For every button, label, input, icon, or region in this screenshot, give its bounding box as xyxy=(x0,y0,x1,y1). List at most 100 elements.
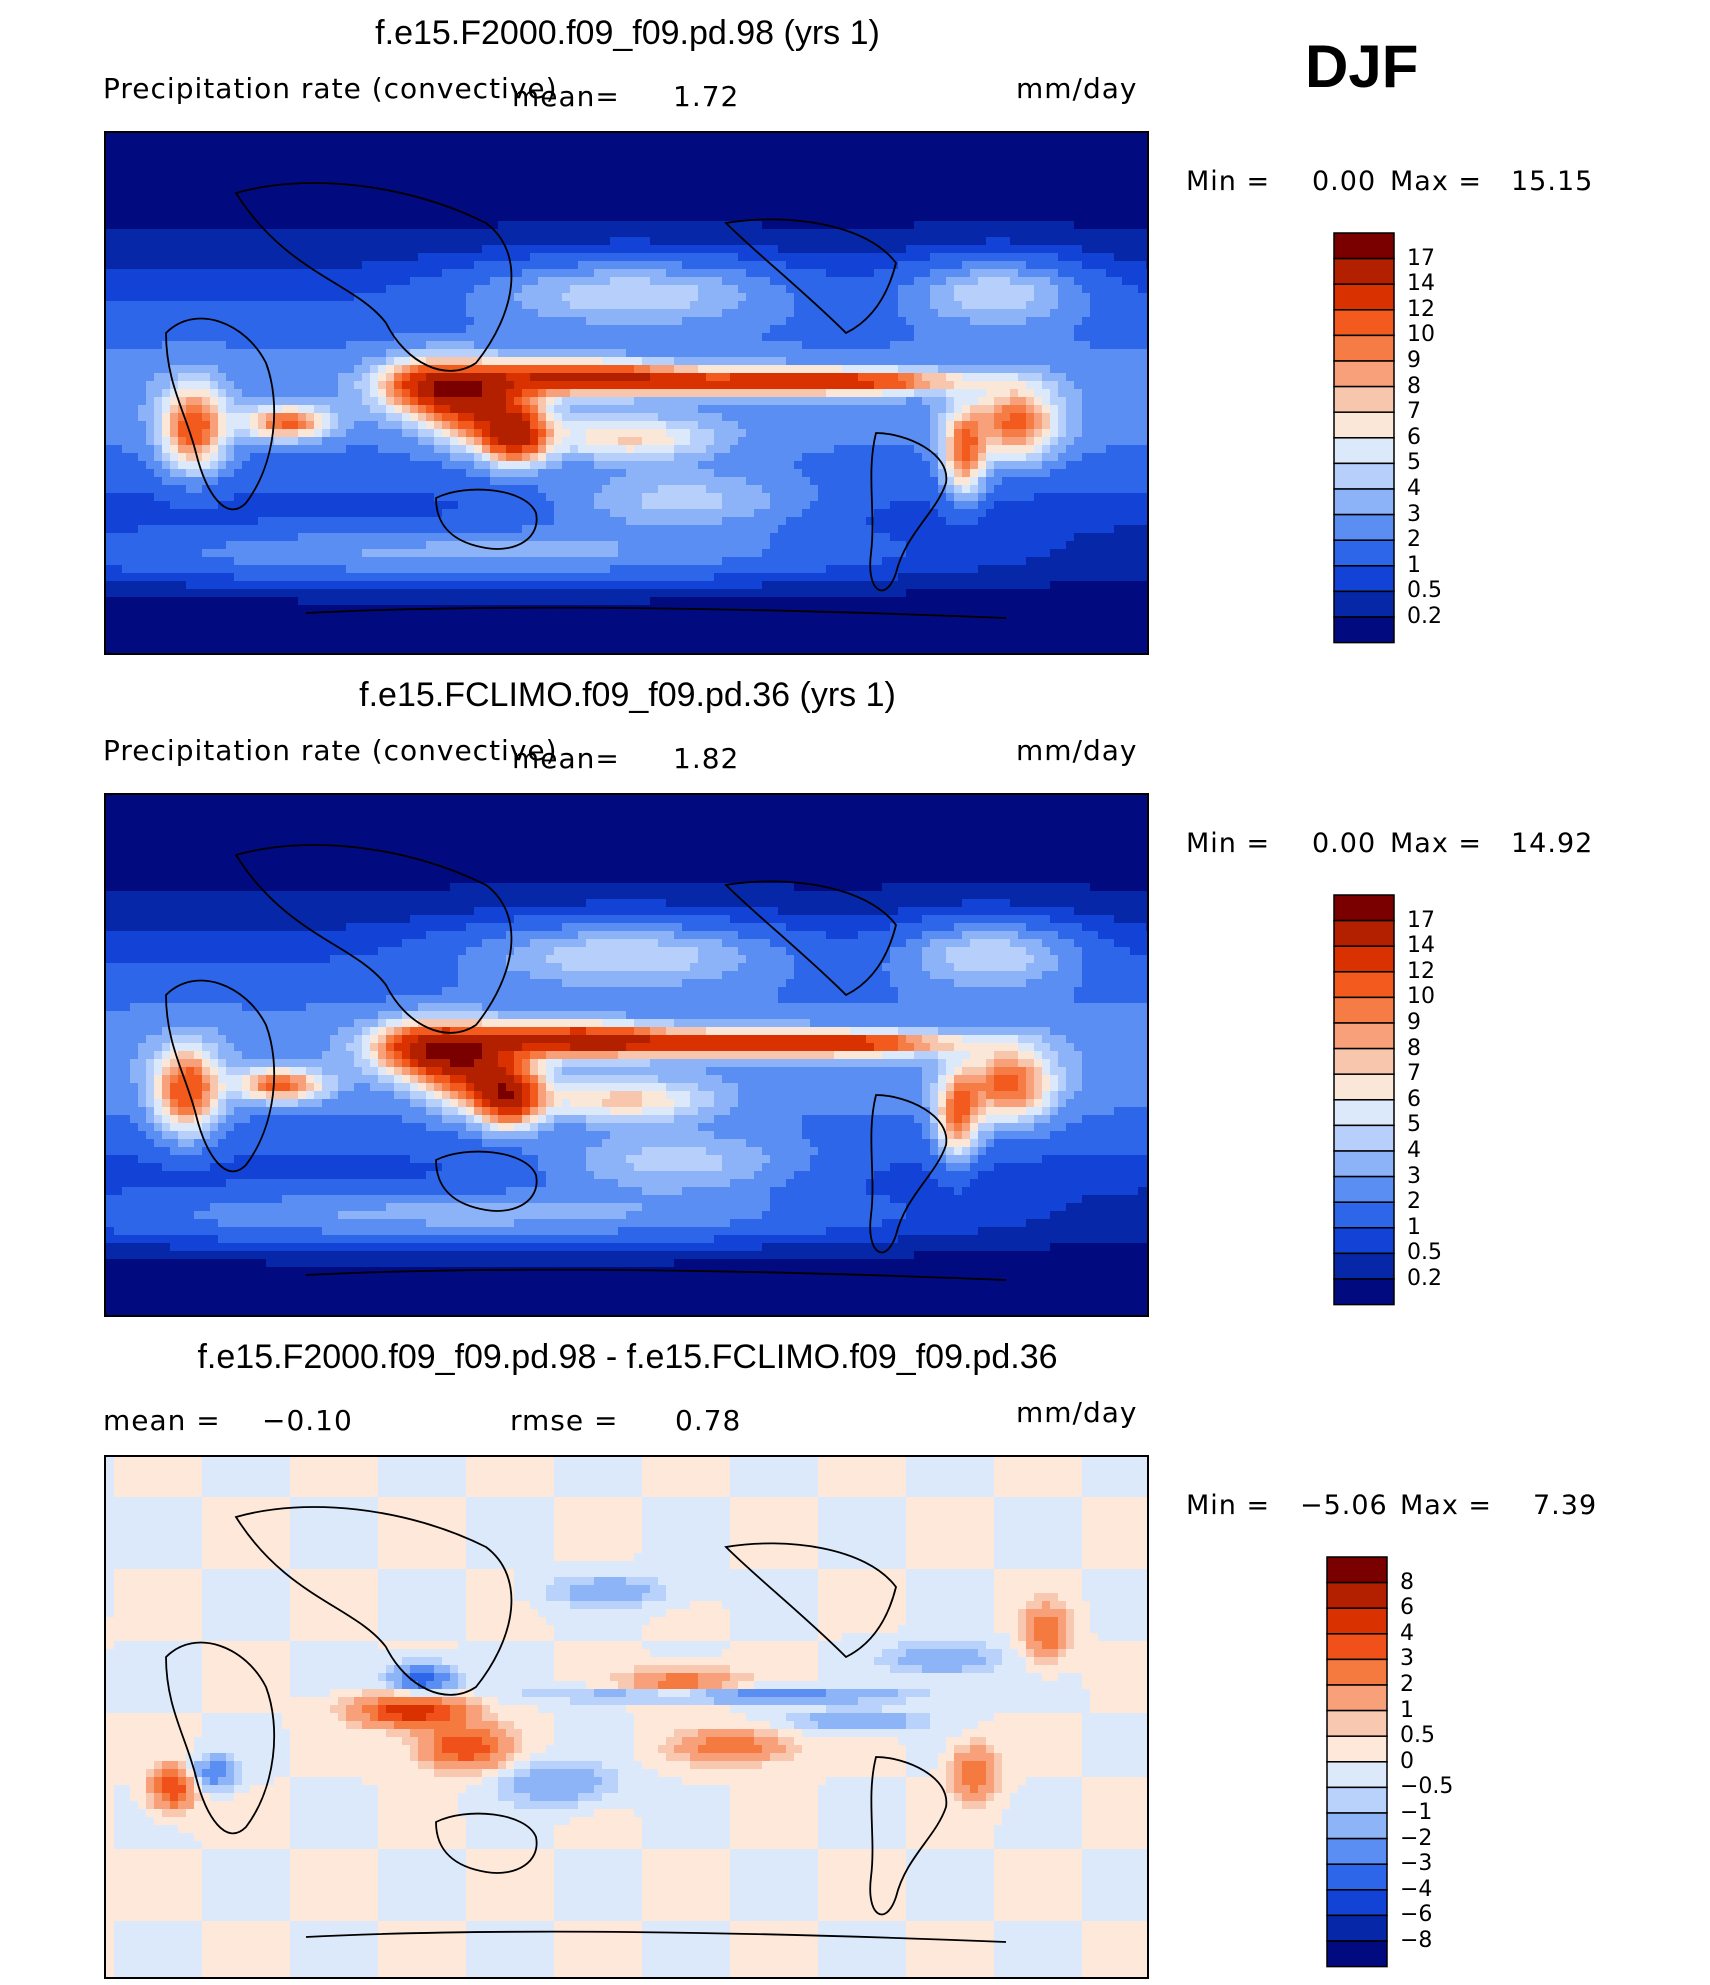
colorbar-tick-label: 3 xyxy=(1407,502,1421,527)
coastline xyxy=(869,1756,948,1916)
colorbar-swatch xyxy=(1333,1201,1395,1229)
colorbar-swatch xyxy=(1333,1150,1395,1178)
panel-2-variable: Precipitation rate (convective) xyxy=(103,734,558,767)
panel-2-mean-value: 1.82 xyxy=(673,742,739,775)
coastline xyxy=(435,488,538,550)
colorbar-tick-label: 12 xyxy=(1407,297,1435,322)
colorbar-tick-label: 7 xyxy=(1407,1061,1421,1086)
panel-2-title: f.e15.FCLIMO.f09_f09.pd.36 (yrs 1) xyxy=(0,676,1255,715)
colorbar-swatch xyxy=(1326,1658,1388,1686)
colorbar-swatch xyxy=(1326,1889,1388,1917)
season-label: DJF xyxy=(1305,32,1418,101)
colorbar-swatch xyxy=(1333,1022,1395,1050)
colorbar-tick-label: 9 xyxy=(1407,348,1421,373)
panel-1-variable: Precipitation rate (convective) xyxy=(103,72,558,105)
colorbar-tick-label: −1 xyxy=(1400,1800,1432,1825)
colorbar-tick-label: 2 xyxy=(1407,1189,1421,1214)
colorbar-tick-label: 6 xyxy=(1407,1087,1421,1112)
coastline xyxy=(305,1930,1007,1943)
colorbar-tick-label: 0 xyxy=(1400,1749,1414,1774)
panel-1-map xyxy=(104,131,1149,655)
colorbar-swatch xyxy=(1326,1735,1388,1763)
colorbar-swatch xyxy=(1333,411,1395,439)
panel-1-mean-value: 1.72 xyxy=(673,80,739,113)
panel-3-units: mm/day xyxy=(1016,1396,1138,1429)
panel-1-title: f.e15.F2000.f09_f09.pd.98 (yrs 1) xyxy=(0,14,1255,53)
panel-1-colorbar: 17 14 12 10 9 8 7 6 5 4 3 2 1 0.5 0.2 xyxy=(1333,232,1442,649)
coastline xyxy=(234,844,513,1034)
colorbar-tick-label: 6 xyxy=(1407,425,1421,450)
panel-3-mean-value: −0.10 xyxy=(262,1404,353,1437)
colorbar-tick-label: −6 xyxy=(1400,1902,1432,1927)
colorbar-tick-label: 5 xyxy=(1407,1112,1421,1137)
panel-3-contour-field xyxy=(106,1457,1147,1977)
colorbar-swatch xyxy=(1333,539,1395,567)
colorbar-swatch xyxy=(1333,971,1395,999)
colorbar-swatch xyxy=(1326,1556,1388,1584)
colorbar-tick-label: 4 xyxy=(1407,1138,1421,1163)
coastline xyxy=(724,880,897,997)
colorbar-tick-label: 0.5 xyxy=(1400,1723,1435,1748)
colorbar-tick-label: 0.5 xyxy=(1407,578,1442,603)
colorbar-tick-label: 2 xyxy=(1400,1672,1414,1697)
colorbar-swatch xyxy=(1333,1124,1395,1152)
panel-3-max-value: 7.39 xyxy=(1533,1490,1597,1521)
coastline xyxy=(305,1268,1007,1281)
coastline xyxy=(234,182,513,372)
colorbar-tick-label: 17 xyxy=(1407,908,1435,933)
coastline xyxy=(869,1094,948,1254)
colorbar-swatch xyxy=(1326,1812,1388,1840)
colorbar-tick-label: 9 xyxy=(1407,1010,1421,1035)
colorbar-tick-label: 10 xyxy=(1407,322,1435,347)
panel-2-map xyxy=(104,793,1149,1317)
colorbar-tick-label: 4 xyxy=(1407,476,1421,501)
colorbar-tick-label: 8 xyxy=(1400,1570,1414,1595)
panel-2-mean-label: mean= xyxy=(512,742,620,775)
colorbar-swatch xyxy=(1333,590,1395,618)
colorbar-tick-label: 1 xyxy=(1407,1215,1421,1240)
colorbar-swatch xyxy=(1326,1863,1388,1891)
colorbar-swatches xyxy=(1326,1556,1388,1968)
colorbar-swatch xyxy=(1326,1709,1388,1737)
colorbar-tick-label: 7 xyxy=(1407,399,1421,424)
colorbar-tick-label: 3 xyxy=(1407,1164,1421,1189)
colorbar-swatch xyxy=(1333,385,1395,413)
coastline xyxy=(234,1506,513,1696)
panel-3-min-value: −5.06 xyxy=(1300,1490,1388,1521)
colorbar-swatch xyxy=(1326,1581,1388,1609)
colorbar-tick-label: 0.5 xyxy=(1407,1240,1442,1265)
colorbar-swatch xyxy=(1333,945,1395,973)
colorbar-tick-label: 0.2 xyxy=(1407,1266,1442,1291)
panel-2-min-value: 0.00 xyxy=(1312,828,1376,859)
colorbar-tick-label: 2 xyxy=(1407,527,1421,552)
panel-1-min-value: 0.00 xyxy=(1312,166,1376,197)
coastline xyxy=(869,432,948,592)
colorbar-swatch xyxy=(1333,488,1395,516)
colorbar-tick-label: 17 xyxy=(1407,246,1435,271)
panel-2-colorbar: 17 14 12 10 9 8 7 6 5 4 3 2 1 0.5 0.2 xyxy=(1333,894,1442,1311)
colorbar-swatch xyxy=(1326,1607,1388,1635)
colorbar-tick-label: 0.2 xyxy=(1407,604,1442,629)
coastline xyxy=(435,1812,538,1874)
colorbar-tick-label: 1 xyxy=(1400,1698,1414,1723)
coastline xyxy=(165,317,276,511)
colorbar-swatch xyxy=(1333,616,1395,644)
panel-1-max-label: Max = xyxy=(1390,166,1482,197)
colorbar-swatch xyxy=(1333,513,1395,541)
colorbar-tick-label: −4 xyxy=(1400,1877,1432,1902)
panel-3-rmse-value: 0.78 xyxy=(675,1404,741,1437)
colorbar-tick-label: 10 xyxy=(1407,984,1435,1009)
colorbar-swatch xyxy=(1326,1940,1388,1968)
coastline xyxy=(724,218,897,335)
panel-2-contour-field xyxy=(106,795,1147,1315)
panel-1-units: mm/day xyxy=(1016,72,1138,105)
colorbar-swatch xyxy=(1333,257,1395,285)
colorbar-swatch xyxy=(1333,462,1395,490)
colorbar-swatch xyxy=(1333,1278,1395,1306)
colorbar-swatch xyxy=(1333,1252,1395,1280)
colorbar-swatch xyxy=(1333,1227,1395,1255)
colorbar-tick-label: 1 xyxy=(1407,553,1421,578)
colorbar-swatch xyxy=(1333,360,1395,388)
colorbar-tick-label: 14 xyxy=(1407,271,1435,296)
colorbar-swatch xyxy=(1333,334,1395,362)
